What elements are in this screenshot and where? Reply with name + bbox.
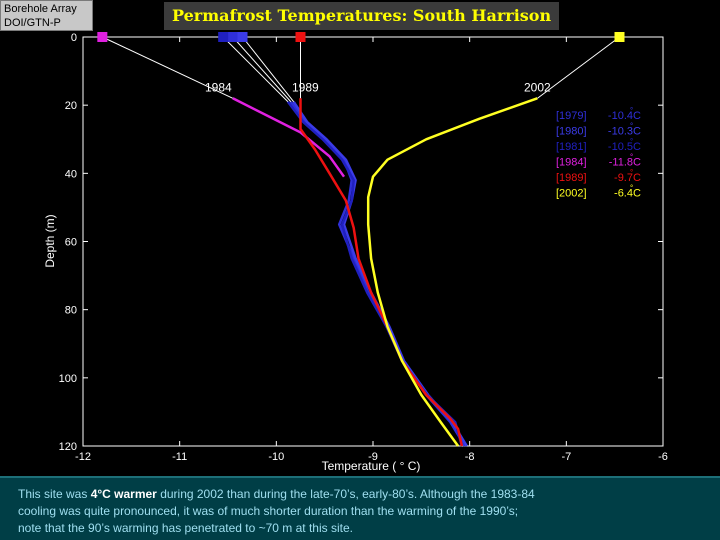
caption-line-1: This site was 4°C warmer during 2002 tha… — [18, 486, 702, 503]
chart-title: Permafrost Temperatures: South Harrison — [164, 2, 560, 30]
x-tick-label: -8 — [465, 451, 475, 463]
surface-marker — [227, 32, 238, 42]
caption-text-2: during 2002 than during the late-70’s, e… — [156, 487, 535, 501]
axes: -12 -11 -10 -9 -8 -7 -6 0 20 40 60 80 100 120 — [59, 32, 668, 463]
y-axis-label: Depth (m) — [43, 214, 57, 267]
legend-value: -10.3 — [608, 126, 633, 138]
curve-label: 1984 — [205, 81, 232, 95]
legend-year: [1984] — [556, 157, 587, 169]
legend-year: [1981] — [556, 141, 587, 153]
legend-unit: C — [633, 188, 641, 200]
y-tick-label: 60 — [65, 237, 77, 249]
source-badge: Borehole Array DOI/GTN-P — [0, 0, 93, 31]
y-tick-label: 40 — [65, 168, 77, 180]
plot-background — [82, 36, 664, 447]
legend: [1979] -10.4° C[1980] -10.3° C[1981] -10.5°… — [556, 106, 641, 200]
y-tick-label: 20 — [65, 100, 77, 112]
legend-value: -11.8 — [609, 157, 633, 169]
legend-year: [1979] — [556, 110, 587, 122]
legend-degree: ° — [630, 137, 633, 146]
caption-line-3: note that the 90’s warming has penetrate… — [18, 521, 353, 535]
x-tick-label: -9 — [368, 451, 378, 463]
legend-unit: C — [633, 172, 641, 184]
legend-degree: ° — [630, 122, 633, 131]
curve-labels: 1984 1989 2002 — [205, 81, 551, 95]
surface-marker — [295, 32, 306, 42]
badge-line-2: DOI/GTN-P — [4, 17, 61, 29]
x-tick-label: -11 — [172, 451, 187, 463]
legend-value: -10.5 — [608, 141, 633, 153]
y-tick-label: 80 — [65, 305, 77, 317]
leader-line — [242, 36, 295, 103]
surface-markers — [97, 32, 625, 42]
caption-line-2: cooling was quite pronounced, it was of … — [18, 504, 519, 518]
x-tick-label: -10 — [268, 451, 284, 463]
x-axis-label: Temperature ( ° C) — [322, 459, 421, 473]
legend-degree: ° — [630, 168, 633, 177]
curve-label: 2002 — [524, 81, 551, 95]
series-line — [299, 98, 464, 447]
badge-line-1: Borehole Array — [4, 3, 77, 15]
legend-unit: C — [633, 126, 641, 138]
surface-marker — [218, 32, 229, 42]
caption-panel: This site was 4°C warmer during 2002 tha… — [0, 476, 720, 540]
series-line — [232, 97, 346, 178]
series-line — [366, 97, 538, 447]
series-lines — [232, 97, 538, 447]
legend-year: [1989] — [556, 172, 587, 184]
y-tick-label: 100 — [59, 373, 77, 385]
surface-marker — [614, 32, 625, 42]
surface-marker — [237, 32, 248, 42]
x-tick-label: -12 — [75, 451, 91, 463]
legend-degree: ° — [630, 153, 633, 162]
legend-unit: C — [633, 110, 641, 122]
legend-year: [1980] — [556, 126, 587, 138]
caption-text-1: This site was — [18, 487, 91, 501]
surface-marker — [97, 32, 108, 42]
surface-leader-lines — [102, 36, 620, 103]
caption-emphasis: 4°C warmer — [90, 487, 157, 501]
legend-year: [2002] — [556, 188, 587, 200]
legend-value: -10.4 — [608, 110, 633, 122]
legend-value: -6.4 — [614, 188, 633, 200]
legend-degree: ° — [630, 106, 633, 115]
leader-line — [222, 36, 289, 103]
legend-unit: C — [633, 157, 641, 169]
legend-degree: ° — [630, 184, 633, 193]
leader-line — [232, 36, 292, 103]
curve-label: 1989 — [292, 81, 319, 95]
y-tick-label: 120 — [59, 441, 77, 453]
legend-value: -9.7 — [614, 172, 633, 184]
y-tick-label: 0 — [71, 32, 77, 44]
x-tick-label: -6 — [658, 451, 668, 463]
x-tick-label: -7 — [561, 451, 571, 463]
leader-line — [102, 36, 234, 99]
leader-line — [537, 36, 620, 99]
legend-unit: C — [633, 141, 641, 153]
